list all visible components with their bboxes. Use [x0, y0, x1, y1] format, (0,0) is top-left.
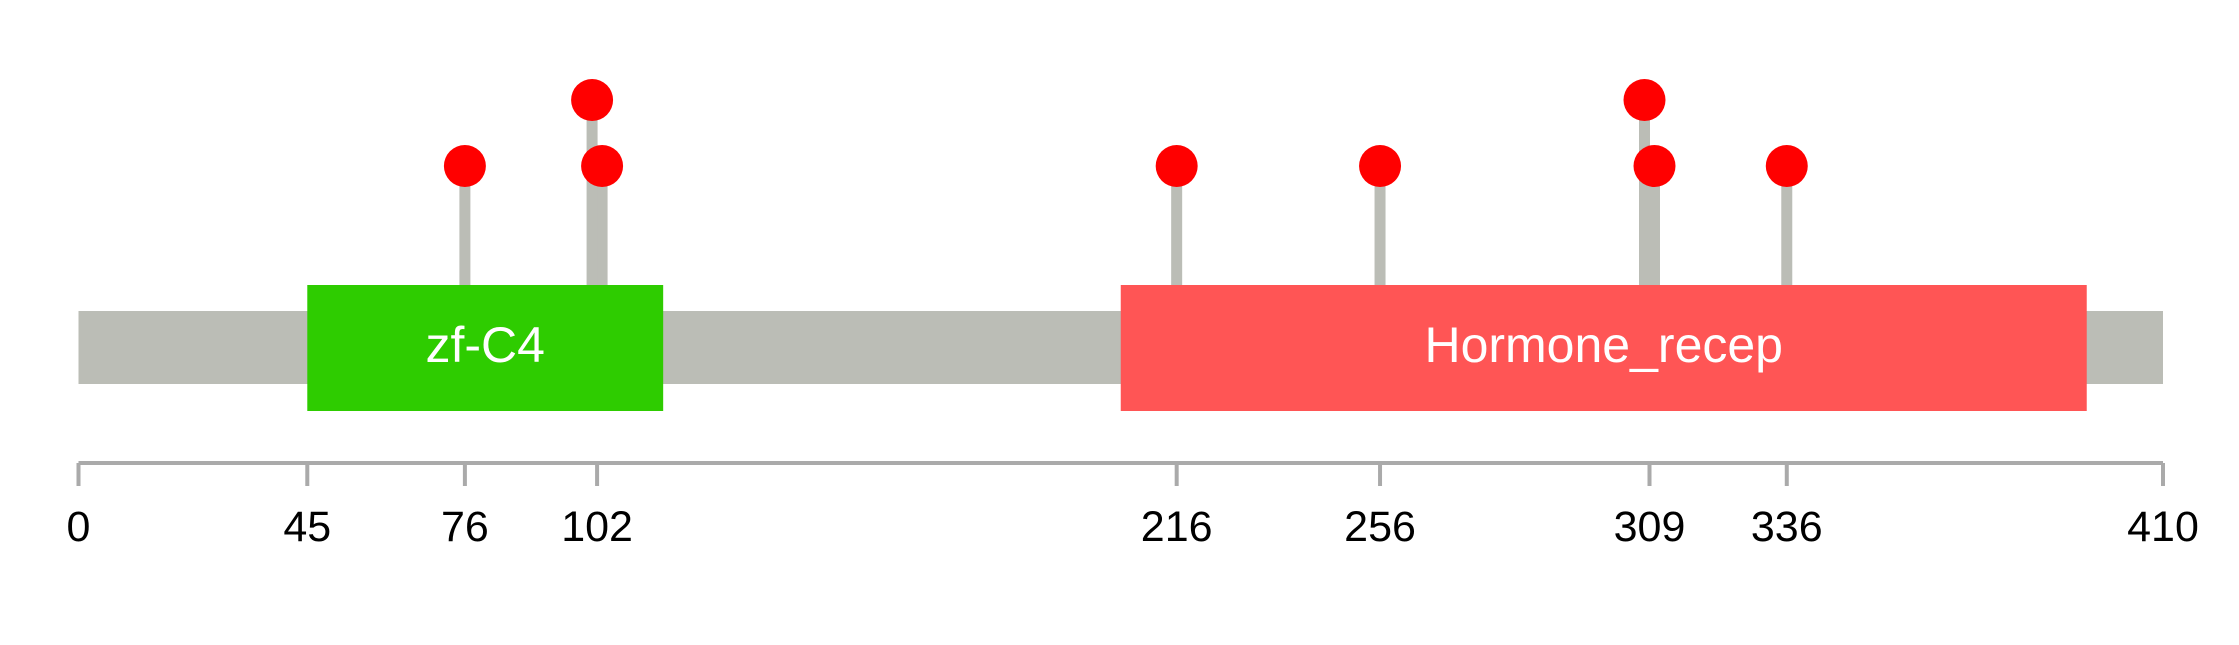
mutation-stem	[459, 166, 471, 286]
domain-zf-c4	[307, 285, 664, 411]
mutation-head	[581, 145, 624, 187]
domain-label: zf-C4	[425, 317, 544, 373]
x-tick-label: 216	[1141, 503, 1213, 551]
mutation-head	[1359, 145, 1402, 187]
mutation-stem	[1639, 100, 1651, 286]
mutation-stem	[1781, 166, 1793, 286]
mutation-head	[1765, 145, 1808, 187]
domain-hormone_recep	[1120, 285, 2087, 411]
x-tick-label: 309	[1614, 503, 1686, 551]
x-tick-label: 0	[67, 503, 91, 551]
mutation-head	[1633, 145, 1676, 187]
mutation-stem	[596, 166, 608, 286]
mutation-stem	[586, 100, 598, 286]
x-tick-label: 45	[283, 503, 331, 551]
mutation-stem	[1374, 166, 1386, 286]
x-tick-label: 410	[2127, 503, 2199, 551]
mutation-head	[1623, 79, 1666, 121]
mutation-stem	[1171, 166, 1183, 286]
mutation-head	[1155, 145, 1198, 187]
domain-label: Hormone_recep	[1424, 317, 1783, 373]
x-tick-label: 76	[441, 503, 489, 551]
mutation-head	[571, 79, 614, 121]
mutation-stem	[1649, 166, 1661, 286]
x-tick-label: 336	[1751, 503, 1823, 551]
x-tick-label: 256	[1344, 503, 1416, 551]
mutation-head	[443, 145, 486, 187]
x-tick-label: 102	[561, 503, 633, 551]
